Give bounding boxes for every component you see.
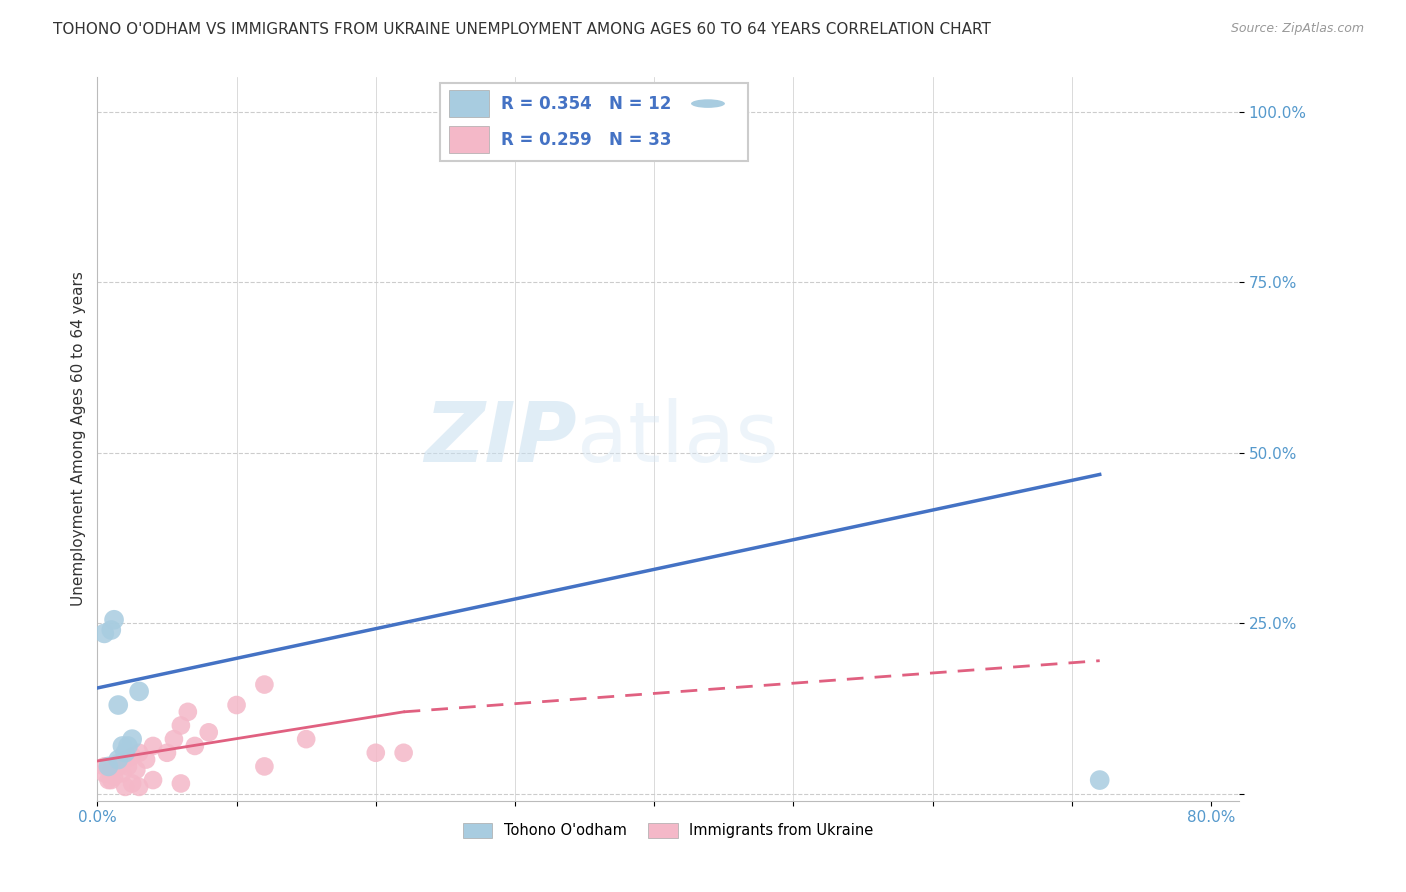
Point	[295, 732, 318, 747]
Point	[121, 776, 143, 790]
Point	[253, 759, 276, 773]
Point	[364, 746, 387, 760]
Point	[197, 725, 219, 739]
Text: atlas: atlas	[576, 399, 779, 480]
Point	[392, 746, 415, 760]
Point	[156, 746, 179, 760]
Point	[225, 698, 247, 712]
Point	[114, 746, 136, 760]
Point	[117, 759, 139, 773]
Point	[93, 626, 115, 640]
Point	[93, 766, 115, 780]
Point	[114, 753, 136, 767]
Point	[93, 759, 115, 773]
Point	[107, 698, 129, 712]
Point	[121, 749, 143, 764]
Point	[125, 763, 148, 777]
Text: Source: ZipAtlas.com: Source: ZipAtlas.com	[1230, 22, 1364, 36]
Point	[114, 780, 136, 794]
Y-axis label: Unemployment Among Ages 60 to 64 years: Unemployment Among Ages 60 to 64 years	[72, 271, 86, 607]
Point	[107, 753, 129, 767]
Point	[128, 780, 150, 794]
Point	[111, 766, 134, 780]
Point	[1088, 773, 1111, 788]
Point	[103, 770, 125, 784]
Point	[107, 759, 129, 773]
Point	[100, 773, 122, 788]
Point	[142, 739, 165, 753]
Point	[135, 753, 157, 767]
Point	[97, 759, 120, 773]
Point	[128, 746, 150, 760]
Point	[100, 763, 122, 777]
Point	[170, 776, 193, 790]
Point	[100, 623, 122, 637]
Text: ZIP: ZIP	[425, 399, 576, 480]
Text: TOHONO O'ODHAM VS IMMIGRANTS FROM UKRAINE UNEMPLOYMENT AMONG AGES 60 TO 64 YEARS: TOHONO O'ODHAM VS IMMIGRANTS FROM UKRAIN…	[53, 22, 991, 37]
Point	[111, 739, 134, 753]
Point	[142, 773, 165, 788]
Point	[128, 684, 150, 698]
Point	[97, 773, 120, 788]
Point	[170, 718, 193, 732]
Legend: Tohono O'odham, Immigrants from Ukraine: Tohono O'odham, Immigrants from Ukraine	[457, 817, 879, 844]
Point	[121, 732, 143, 747]
Point	[103, 613, 125, 627]
Point	[117, 739, 139, 753]
Point	[177, 705, 200, 719]
Point	[163, 732, 186, 747]
Point	[184, 739, 207, 753]
Point	[107, 756, 129, 770]
Point	[253, 677, 276, 691]
